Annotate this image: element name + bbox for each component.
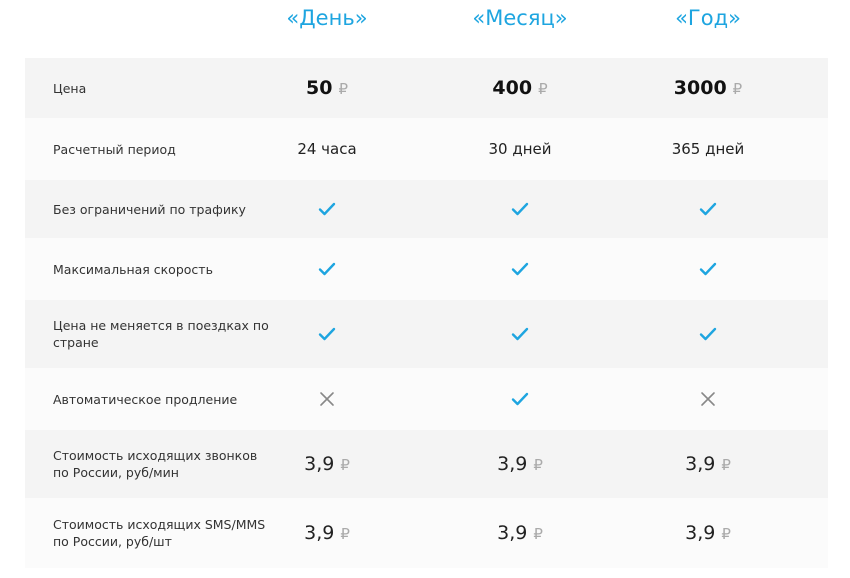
table-row: Стоимость исходящих звонков по России, р…	[25, 430, 828, 498]
check-icon	[510, 389, 530, 409]
rate-value: 3,9 ₽	[685, 453, 731, 475]
ruble-sign: ₽	[721, 456, 731, 474]
check-icon	[317, 324, 337, 344]
ruble-sign: ₽	[340, 456, 350, 474]
amount: 3,9	[685, 522, 716, 544]
rate-value: 3,9 ₽	[304, 453, 350, 475]
check-icon	[510, 199, 530, 219]
amount: 3,9	[304, 453, 335, 475]
rate-value: 3,9 ₽	[304, 522, 350, 544]
table-row: Цена не меняется в поездках по стране	[25, 300, 828, 368]
ruble-sign: ₽	[732, 80, 743, 98]
plan-header: «Год»	[675, 6, 741, 30]
amount: 3,9	[497, 453, 528, 475]
table-row: Без ограничений по трафику	[25, 180, 828, 238]
table-row: Цена 50 ₽400 ₽3000 ₽	[25, 58, 828, 118]
row-label: Расчетный период	[53, 141, 176, 157]
cross-icon	[317, 389, 337, 409]
ruble-sign: ₽	[721, 525, 731, 543]
check-icon	[510, 259, 530, 279]
row-label: Максимальная скорость	[53, 261, 213, 277]
row-label: Автоматическое продление	[53, 391, 238, 407]
rate-value: 3,9 ₽	[497, 453, 543, 475]
amount: 3,9	[304, 522, 335, 544]
rate-value: 3,9 ₽	[497, 522, 543, 544]
ruble-sign: ₽	[338, 80, 348, 98]
check-icon	[317, 259, 337, 279]
amount: 400	[492, 77, 533, 99]
price-value: 400 ₽	[492, 77, 547, 99]
amount: 3000	[673, 77, 727, 99]
row-label: Стоимость исходящих звонков по России, р…	[53, 448, 258, 480]
table-row: Расчетный период 24 часа 30 дней 365 дней	[25, 118, 828, 180]
table-row: Стоимость исходящих SMS/MMS по России, р…	[25, 498, 828, 568]
period-value: 365 дней	[671, 140, 745, 158]
check-icon	[698, 259, 718, 279]
ruble-sign: ₽	[533, 525, 543, 543]
ruble-sign: ₽	[340, 525, 350, 543]
price-value: 3000 ₽	[674, 77, 742, 99]
amount: 50	[306, 77, 333, 99]
check-icon	[698, 324, 718, 344]
row-label: Без ограничений по трафику	[53, 201, 246, 217]
row-label: Стоимость исходящих SMS/MMS по России, р…	[53, 517, 266, 549]
ruble-sign: ₽	[538, 80, 548, 98]
period-value: 30 дней	[488, 140, 552, 158]
plan-header: «Месяц»	[472, 6, 568, 30]
check-icon	[510, 324, 530, 344]
check-icon	[317, 199, 337, 219]
table-row: Автоматическое продление	[25, 368, 828, 430]
row-label: Цена	[53, 80, 87, 96]
row-label: Цена не меняется в поездках по стране	[53, 318, 269, 350]
plan-header: «День»	[286, 6, 368, 30]
check-icon	[698, 199, 718, 219]
period-value: 24 часа	[297, 140, 357, 158]
rate-value: 3,9 ₽	[685, 522, 731, 544]
table-row: Максимальная скорость	[25, 238, 828, 300]
ruble-sign: ₽	[533, 456, 543, 474]
cross-icon	[698, 389, 718, 409]
price-value: 50 ₽	[306, 77, 348, 99]
amount: 3,9	[685, 453, 716, 475]
amount: 3,9	[497, 522, 528, 544]
